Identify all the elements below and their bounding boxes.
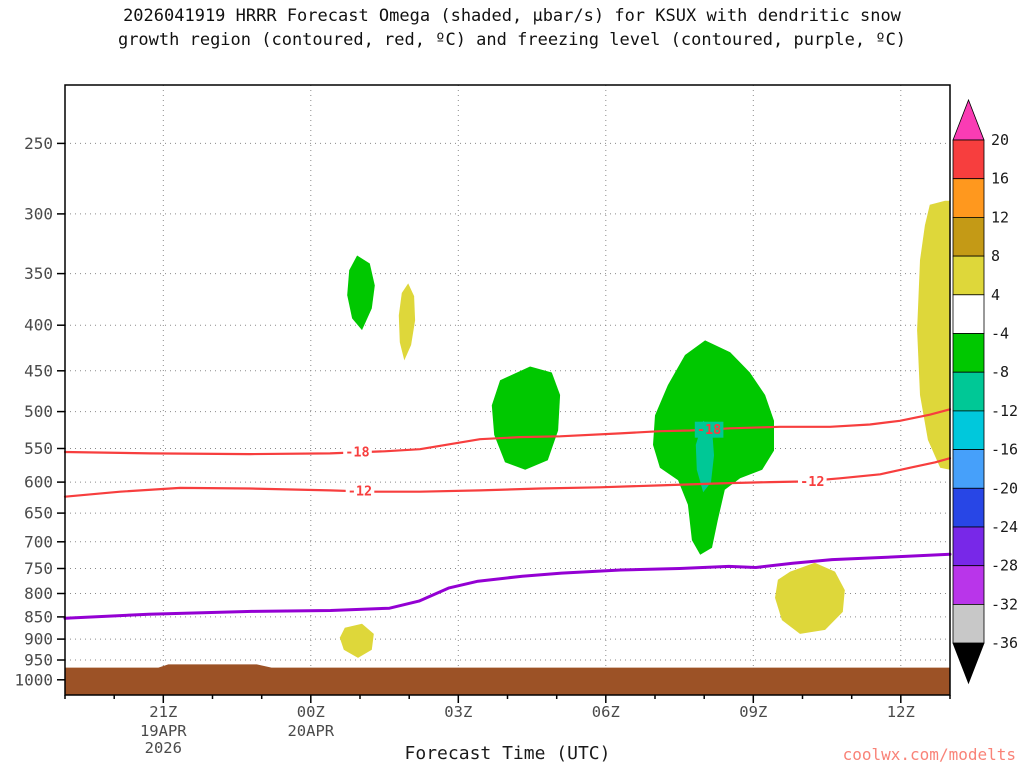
region-descent-yellow-01z-low bbox=[339, 623, 374, 658]
contour-label: -18 bbox=[345, 445, 369, 461]
colorbar-label: -8 bbox=[991, 363, 1009, 381]
y-tick-label: 550 bbox=[24, 439, 53, 458]
colorbar-band bbox=[952, 410, 985, 450]
y-tick-label: 300 bbox=[24, 204, 53, 223]
x-tick-year: 2026 bbox=[145, 739, 182, 757]
colorbar-band bbox=[952, 526, 985, 567]
x-tick-label: 09Z bbox=[739, 703, 767, 721]
x-tick-date: 20APR bbox=[287, 722, 334, 740]
y-tick-label: 800 bbox=[24, 584, 53, 603]
contour-label: -12 bbox=[800, 474, 824, 490]
colorbar-band bbox=[952, 294, 985, 334]
colorbar-arrow-bottom bbox=[952, 642, 985, 685]
colorbar-band bbox=[952, 565, 985, 605]
colorbar-label: 8 bbox=[991, 247, 1000, 265]
y-tick-label: 650 bbox=[24, 504, 53, 523]
terrain bbox=[65, 664, 950, 695]
y-tick-label: 1000 bbox=[14, 670, 53, 689]
colorbar-label: 20 bbox=[991, 131, 1009, 149]
colorbar-band bbox=[952, 333, 985, 373]
contour-label: -18 bbox=[697, 422, 721, 438]
colorbar-label: -28 bbox=[991, 557, 1018, 575]
contour-label-bg bbox=[345, 483, 375, 500]
y-tick-label: 350 bbox=[24, 264, 53, 283]
contour-label-bg bbox=[798, 473, 827, 490]
colorbar-label: 4 bbox=[991, 286, 1000, 304]
y-tick-label: 950 bbox=[24, 651, 53, 670]
colorbar-band bbox=[952, 449, 985, 489]
watermark-text: coolwx.com/modelts bbox=[842, 745, 1016, 764]
axes: 250 300 350 400 450 500 550 600 650 700 750 800 850 9… bbox=[14, 84, 951, 757]
colorbar-label: 12 bbox=[991, 208, 1009, 226]
colorbar-band bbox=[952, 216, 985, 257]
y-tick-label: 250 bbox=[24, 134, 53, 153]
contour-label-bg bbox=[343, 444, 372, 460]
x-tick-label: 03Z bbox=[444, 703, 472, 721]
shaded-regions bbox=[65, 200, 950, 695]
contour-dgz-minus-12c bbox=[63, 457, 952, 498]
region-descent-yellow-02z bbox=[398, 283, 416, 361]
colorbar-label: -36 bbox=[991, 634, 1018, 652]
y-tick-label: 400 bbox=[24, 316, 53, 335]
colorbar-label: -4 bbox=[991, 325, 1009, 343]
x-tick-label: 06Z bbox=[592, 703, 620, 721]
colorbar-label: -16 bbox=[991, 441, 1018, 459]
x-tick-label: 21Z bbox=[149, 703, 177, 721]
colorbar-label: -20 bbox=[991, 479, 1018, 497]
chart-title-line2: growth region (contoured, red, ºC) and f… bbox=[117, 30, 907, 50]
region-descent-yellow-10z bbox=[775, 562, 845, 634]
colorbar-label: -32 bbox=[991, 595, 1018, 613]
contour-label: -12 bbox=[348, 484, 372, 500]
colorbar-band bbox=[952, 178, 985, 218]
colorbar-band bbox=[952, 371, 985, 412]
x-axis-title: Forecast Time (UTC) bbox=[404, 743, 611, 764]
x-tick-date: 19APR bbox=[140, 722, 187, 740]
y-tick-label: 500 bbox=[24, 402, 53, 421]
colorbar-arrow-top bbox=[952, 98, 985, 141]
chart-title-line1: 2026041919 HRRR Forecast Omega (shaded, … bbox=[123, 6, 901, 26]
region-ascent-green-08z bbox=[653, 340, 774, 555]
contour-dgz-minus-18c bbox=[63, 408, 952, 456]
y-tick-label: 900 bbox=[24, 630, 53, 649]
contour-freezing-level-0c bbox=[63, 552, 952, 620]
region-ascent-green-01z bbox=[347, 255, 375, 331]
contour-label-bg bbox=[694, 421, 724, 438]
contours: -18 -18 -12 -12 bbox=[63, 408, 952, 620]
colorbar-band bbox=[952, 487, 985, 528]
colorbar-label: 16 bbox=[991, 170, 1009, 188]
colorbar-band bbox=[952, 604, 985, 644]
colorbar-band bbox=[952, 255, 985, 296]
colorbar-band bbox=[952, 139, 985, 180]
y-tick-label: 750 bbox=[24, 559, 53, 578]
y-tick-label: 600 bbox=[24, 473, 53, 492]
region-descent-yellow-13z-edge bbox=[917, 200, 950, 470]
colorbar: 20 16 12 8 4 -4 -8 -12 -16 -20 -24 -28 -32 -36 bbox=[952, 98, 1018, 685]
region-ascent-teal-core-08z bbox=[695, 420, 714, 493]
y-tick-label: 450 bbox=[24, 361, 53, 380]
region-ascent-green-04z bbox=[491, 366, 561, 470]
y-tick-label: 700 bbox=[24, 532, 53, 551]
colorbar-label: -12 bbox=[991, 402, 1018, 420]
colorbar-label: -24 bbox=[991, 518, 1018, 536]
x-tick-label: 00Z bbox=[297, 703, 325, 721]
x-tick-label: 12Z bbox=[887, 703, 915, 721]
y-tick-label: 850 bbox=[24, 607, 53, 626]
